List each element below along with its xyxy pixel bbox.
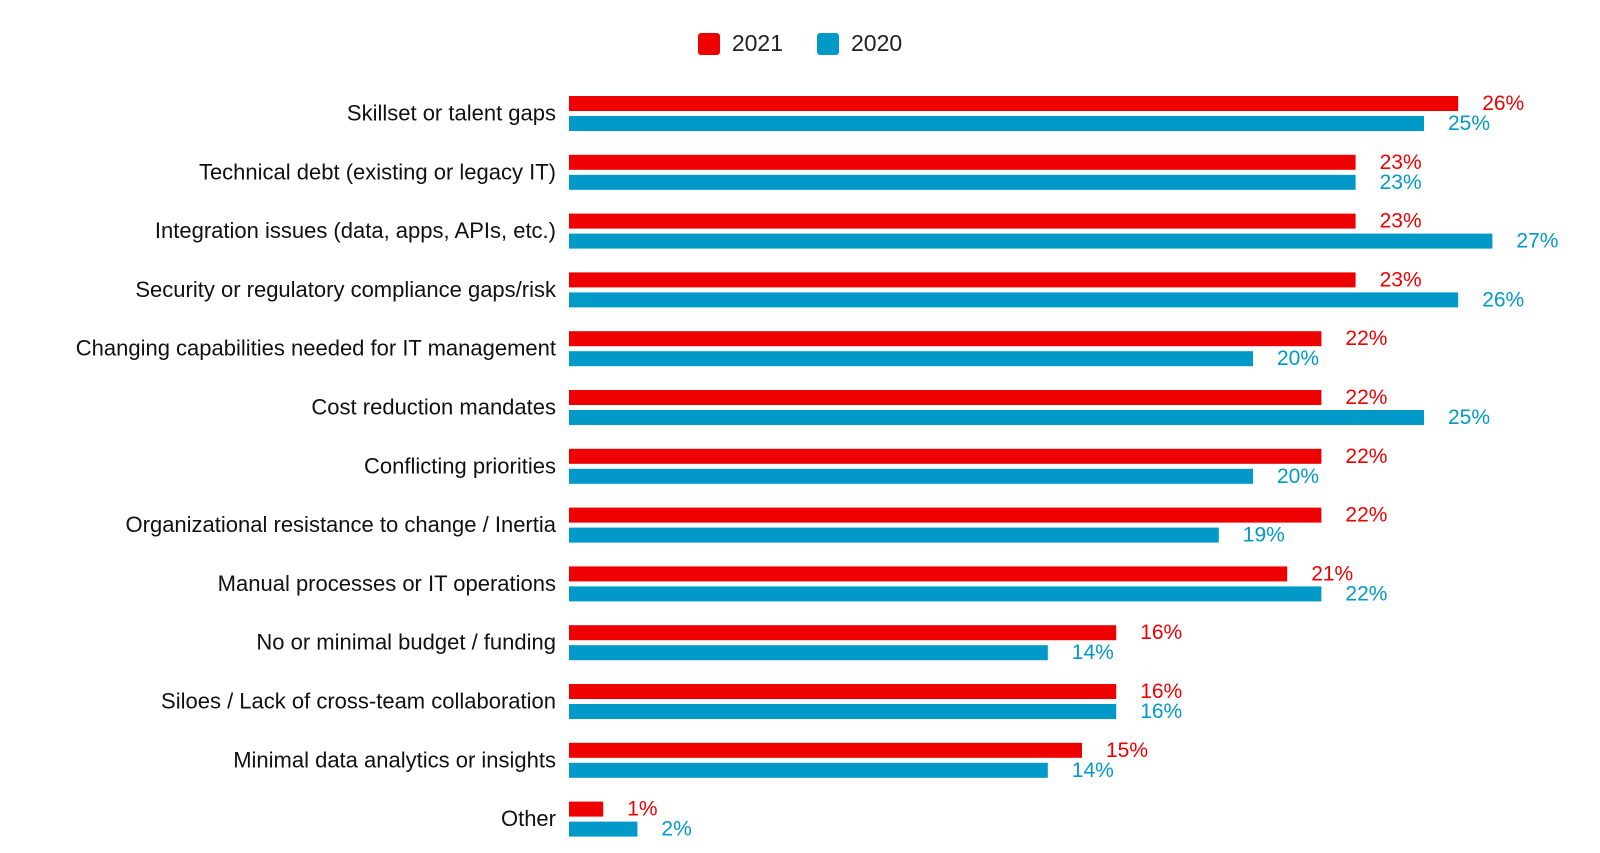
bar-2020 (569, 645, 1048, 661)
value-label-2020: 22% (1345, 582, 1387, 605)
value-label-2021: 22% (1345, 445, 1387, 468)
value-label-2020: 16% (1140, 700, 1182, 723)
bar-2021 (569, 566, 1288, 582)
value-label-2020: 20% (1277, 465, 1319, 488)
bar-2021 (569, 96, 1459, 111)
value-label-2021: 23% (1380, 210, 1422, 233)
bar-2020 (569, 410, 1424, 425)
bar-2021 (569, 213, 1356, 229)
bar-2021 (569, 331, 1322, 347)
value-label-2020: 14% (1072, 759, 1114, 782)
bar-2020 (569, 351, 1253, 367)
value-label-2020: 27% (1516, 230, 1558, 253)
bar-2020 (569, 292, 1459, 308)
value-label-2020: 23% (1380, 171, 1422, 194)
value-label-2021: 1% (627, 798, 657, 821)
category-label: Security or regulatory compliance gaps/r… (135, 277, 557, 302)
value-label-2020: 14% (1072, 641, 1114, 664)
value-label-2020: 26% (1482, 288, 1524, 311)
category-label: Manual processes or IT operations (218, 571, 556, 596)
bar-2021 (569, 154, 1356, 170)
value-label-2021: 22% (1345, 386, 1387, 409)
bar-2020 (569, 527, 1219, 543)
category-label: No or minimal budget / funding (256, 630, 556, 655)
legend-swatch-2020 (817, 32, 839, 55)
value-label-2021: 23% (1380, 151, 1422, 174)
bar-2021 (569, 272, 1356, 288)
value-label-2020: 2% (661, 818, 691, 841)
value-label-2020: 20% (1277, 347, 1319, 370)
category-label: Skillset or talent gaps (347, 101, 556, 126)
bar-2021 (569, 742, 1082, 758)
value-label-2020: 25% (1448, 406, 1490, 429)
bar-2021 (569, 448, 1322, 464)
legend-item-2021: 2021 (697, 30, 783, 57)
legend-label-2020: 2020 (851, 30, 903, 56)
bar-2020 (569, 762, 1048, 778)
value-label-2021: 16% (1140, 680, 1182, 703)
category-label: Minimal data analytics or insights (233, 747, 556, 772)
bar-2020 (569, 821, 638, 837)
category-label: Cost reduction mandates (311, 395, 556, 420)
bar-2020 (569, 586, 1322, 602)
bar-2020 (569, 468, 1253, 484)
legend-swatch-2021 (697, 32, 720, 55)
category-label: Siloes / Lack of cross-team collaboratio… (161, 689, 556, 714)
value-label-2021: 22% (1345, 504, 1387, 527)
bar-2021 (569, 390, 1322, 405)
value-label-2021: 16% (1140, 621, 1182, 644)
category-label: Other (501, 806, 556, 831)
value-label-2020: 25% (1448, 112, 1490, 135)
category-label: Organizational resistance to change / In… (126, 512, 557, 537)
value-label-2021: 26% (1482, 92, 1524, 115)
bar-2021 (569, 625, 1117, 641)
category-label: Integration issues (data, apps, APIs, et… (155, 218, 556, 243)
category-label: Technical debt (existing or legacy IT) (199, 159, 556, 184)
bar-2020 (569, 116, 1424, 131)
legend-item-2020: 2020 (817, 30, 902, 57)
category-label: Conflicting priorities (364, 453, 556, 478)
category-label: Changing capabilities needed for IT mana… (76, 336, 556, 361)
bar-2020 (569, 704, 1117, 719)
bar-2020 (569, 233, 1493, 249)
legend-label-2021: 2021 (731, 30, 783, 56)
value-label-2021: 15% (1106, 739, 1148, 762)
bar-2021 (569, 507, 1322, 523)
value-label-2021: 21% (1311, 562, 1353, 585)
value-label-2021: 23% (1380, 268, 1422, 291)
value-label-2021: 22% (1345, 327, 1387, 350)
bar-2020 (569, 174, 1356, 190)
value-label-2020: 19% (1243, 524, 1285, 547)
legend: 2021 2020 (0, 30, 1600, 57)
bar-2021 (569, 684, 1117, 699)
bar-2021 (569, 801, 604, 817)
